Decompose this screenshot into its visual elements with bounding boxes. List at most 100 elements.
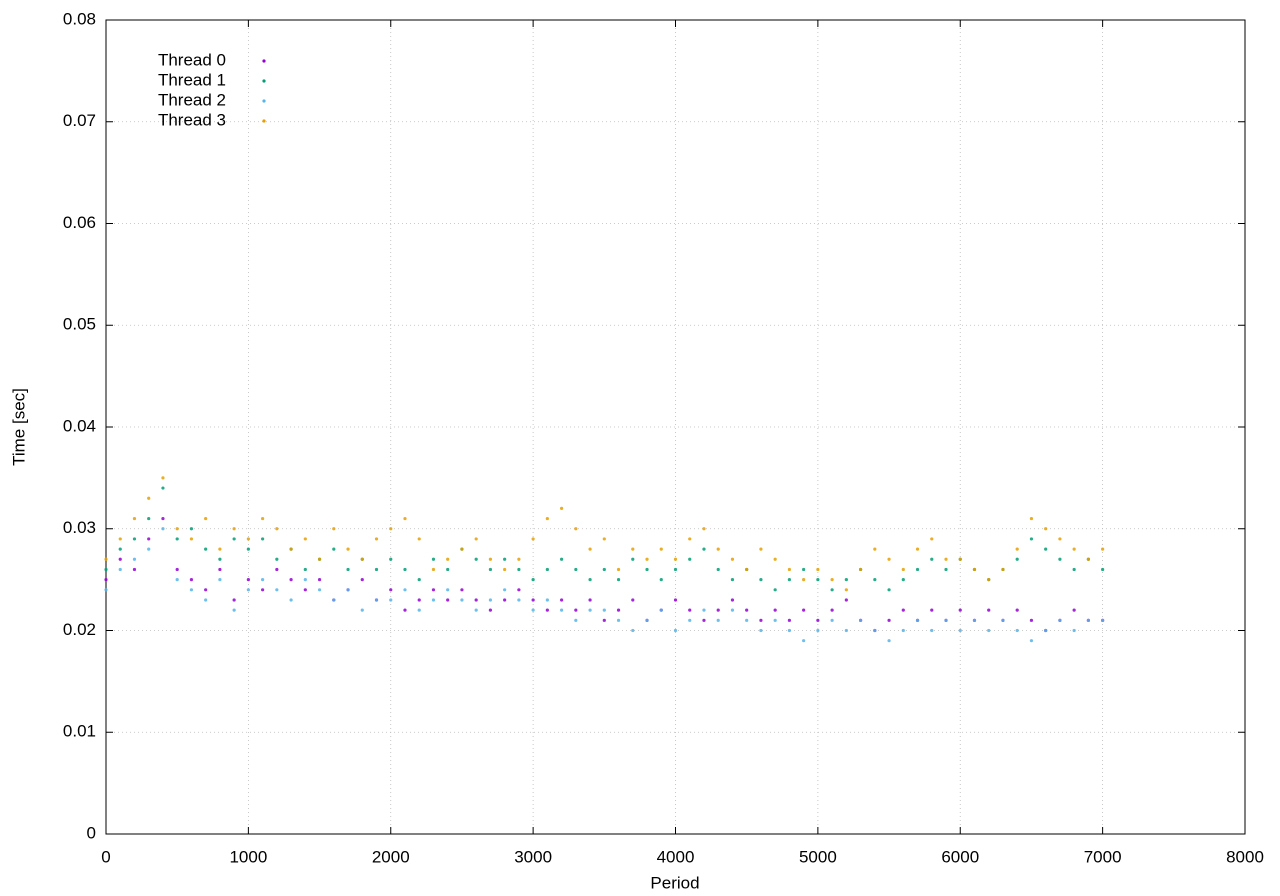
point bbox=[944, 567, 948, 572]
point bbox=[1044, 628, 1048, 633]
point bbox=[218, 567, 222, 572]
point bbox=[688, 608, 692, 612]
point bbox=[1015, 557, 1019, 561]
point bbox=[915, 547, 920, 551]
point bbox=[659, 547, 663, 551]
point bbox=[417, 608, 421, 612]
point bbox=[517, 567, 521, 572]
point bbox=[275, 567, 279, 572]
point bbox=[802, 578, 806, 582]
point bbox=[673, 557, 678, 561]
x-tick-label: 1000 bbox=[229, 847, 267, 866]
y-tick-label: 0.01 bbox=[63, 722, 96, 741]
point bbox=[1001, 567, 1005, 572]
point bbox=[446, 557, 450, 561]
point bbox=[189, 588, 194, 592]
point bbox=[958, 608, 962, 612]
point bbox=[132, 537, 137, 541]
point bbox=[246, 578, 250, 582]
point bbox=[232, 537, 236, 541]
legend-label: Thread 2 bbox=[158, 90, 226, 109]
point bbox=[303, 588, 307, 592]
x-tick-label: 6000 bbox=[941, 847, 979, 866]
y-tick-label: 0.08 bbox=[63, 9, 96, 28]
point bbox=[645, 557, 649, 561]
point bbox=[1058, 537, 1062, 541]
point bbox=[787, 578, 792, 582]
point bbox=[175, 567, 179, 572]
point bbox=[930, 628, 934, 633]
point bbox=[503, 588, 507, 592]
point bbox=[716, 567, 720, 572]
point bbox=[332, 547, 336, 551]
point bbox=[1015, 608, 1019, 612]
point bbox=[1058, 557, 1062, 561]
point bbox=[659, 608, 663, 612]
point bbox=[958, 628, 962, 633]
point bbox=[631, 557, 635, 561]
point bbox=[1072, 547, 1076, 551]
point bbox=[1015, 547, 1019, 551]
point bbox=[745, 608, 749, 612]
point bbox=[901, 628, 905, 633]
point bbox=[374, 537, 379, 541]
point bbox=[987, 578, 991, 582]
point bbox=[1101, 618, 1105, 622]
point bbox=[802, 639, 806, 643]
point bbox=[503, 557, 507, 561]
point bbox=[161, 476, 165, 480]
point bbox=[930, 608, 934, 612]
point bbox=[175, 527, 179, 531]
point bbox=[560, 506, 564, 510]
point bbox=[132, 557, 137, 561]
point bbox=[161, 486, 165, 490]
point bbox=[246, 547, 250, 551]
plot-frame bbox=[105, 19, 1246, 835]
point bbox=[816, 578, 820, 582]
point bbox=[958, 557, 962, 561]
x-tick-label: 7000 bbox=[1084, 847, 1122, 866]
y-tick-label: 0.03 bbox=[63, 518, 96, 537]
y-tick-label: 0 bbox=[87, 823, 96, 842]
point bbox=[545, 608, 549, 612]
legend-label: Thread 0 bbox=[158, 50, 226, 69]
point bbox=[289, 547, 293, 551]
point bbox=[560, 557, 564, 561]
point bbox=[204, 547, 208, 551]
point bbox=[474, 537, 478, 541]
point bbox=[332, 598, 336, 602]
point bbox=[261, 537, 265, 541]
point bbox=[446, 598, 450, 602]
point bbox=[873, 628, 877, 633]
point bbox=[232, 608, 236, 612]
point bbox=[616, 578, 621, 582]
point bbox=[631, 628, 635, 633]
point bbox=[431, 598, 436, 602]
point bbox=[673, 628, 678, 633]
point bbox=[346, 567, 350, 572]
point bbox=[588, 578, 592, 582]
point bbox=[645, 618, 649, 622]
point bbox=[887, 588, 891, 592]
point bbox=[147, 547, 151, 551]
point bbox=[261, 588, 265, 592]
point bbox=[118, 547, 122, 551]
point bbox=[303, 578, 307, 582]
point bbox=[873, 578, 877, 582]
point bbox=[972, 567, 977, 572]
point bbox=[944, 557, 948, 561]
x-tick-label: 3000 bbox=[514, 847, 552, 866]
point bbox=[887, 639, 891, 643]
point bbox=[1086, 557, 1090, 561]
point bbox=[147, 496, 151, 500]
point bbox=[374, 567, 379, 572]
point bbox=[232, 527, 236, 531]
point bbox=[403, 608, 407, 612]
point bbox=[944, 618, 948, 622]
point bbox=[1072, 567, 1076, 572]
point bbox=[901, 578, 905, 582]
point bbox=[503, 567, 507, 572]
point bbox=[317, 557, 322, 561]
point bbox=[389, 557, 393, 561]
point bbox=[887, 618, 891, 622]
